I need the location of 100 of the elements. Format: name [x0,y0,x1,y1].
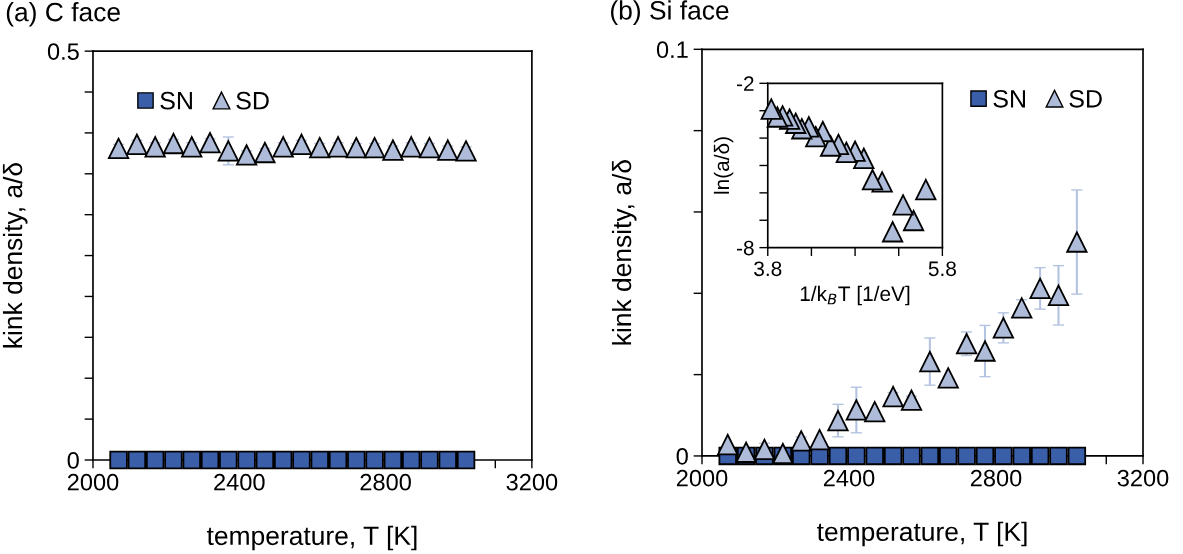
point [437,139,459,161]
point [438,450,457,470]
point [328,450,348,470]
x-tick-label: 3200 [506,473,558,491]
point [255,450,275,470]
legend-label: SN [993,89,1025,108]
point [345,136,367,159]
point [219,450,238,470]
x-tick-label: 3.8 [754,261,782,277]
point [819,135,842,157]
point [107,137,130,160]
point [790,430,812,452]
x-axis-title: temperature, T [K] [206,525,417,551]
point [126,133,148,155]
legend-label: SN [160,91,192,110]
point [974,340,996,362]
point [717,433,739,456]
point [1049,446,1068,466]
point [272,136,294,158]
point [902,446,921,466]
x-tick-label: 2800 [360,473,411,491]
point [310,450,329,470]
point [915,178,937,201]
point [975,446,995,466]
chart-title: (b) Si face [611,0,729,25]
x-tick-label: 3200 [1117,469,1169,487]
point [420,450,439,470]
point [199,132,221,154]
point [892,194,914,216]
point [994,446,1013,466]
point [845,399,867,421]
point [864,400,886,423]
x-tick-label: 2800 [970,469,1022,487]
y-axis-title: ln(a/δ) [713,137,734,194]
point [1029,277,1051,300]
x-tick-label: 5.8 [928,261,956,277]
point [883,446,903,466]
point [401,450,421,470]
point [309,136,331,159]
point [1030,446,1050,466]
point [828,446,848,466]
point [861,169,884,191]
point [957,446,976,466]
point [919,350,941,373]
point [327,136,349,158]
point [882,385,904,408]
chart-title: (a) C face [6,2,120,27]
point [1047,284,1070,306]
point [181,136,203,158]
point [881,221,904,243]
point [938,446,958,466]
point [237,450,256,470]
point [455,140,477,162]
point [162,132,185,155]
point [363,136,386,159]
point [383,450,403,470]
x-axis-title: temperature, T [K] [817,521,1027,547]
point [290,133,313,155]
y-tick-label: 0 [676,448,688,465]
point [1067,446,1087,466]
point [456,450,476,470]
legend-label: SD [236,91,269,110]
point [760,98,782,120]
point [920,446,940,466]
point [753,438,776,461]
x-tick-label: 2000 [67,473,119,491]
point [164,450,183,470]
legend-label: SD [1069,89,1102,108]
point [254,141,276,164]
point [273,450,293,470]
point [347,450,366,470]
y-axis-title: kink density, a/δ [611,160,637,345]
x-tick-label: 2000 [676,469,728,487]
point [144,136,166,158]
point [847,446,866,466]
y-tick-label: 0.5 [47,43,79,60]
y-tick-label: 0 [67,452,79,469]
y-axis-title: kink density, a/δ [2,163,28,348]
point [418,136,441,159]
point [382,139,404,161]
point [400,136,422,158]
point [1012,446,1031,466]
point [1011,297,1033,319]
point [365,450,384,470]
x-tick-label: 2400 [823,469,875,487]
point [200,450,220,470]
point [808,429,831,451]
point [127,450,147,470]
point [955,333,978,355]
point [217,140,239,162]
y-tick-label: -2 [736,76,754,91]
point [900,389,923,411]
point [827,409,849,432]
point [292,450,311,470]
point [735,441,757,463]
point [109,450,128,470]
y-tick-label: -8 [736,240,754,256]
point [865,446,884,466]
point [937,367,959,389]
x-axis-title: 1/k$_{B}$T [1/eV] [800,285,910,306]
